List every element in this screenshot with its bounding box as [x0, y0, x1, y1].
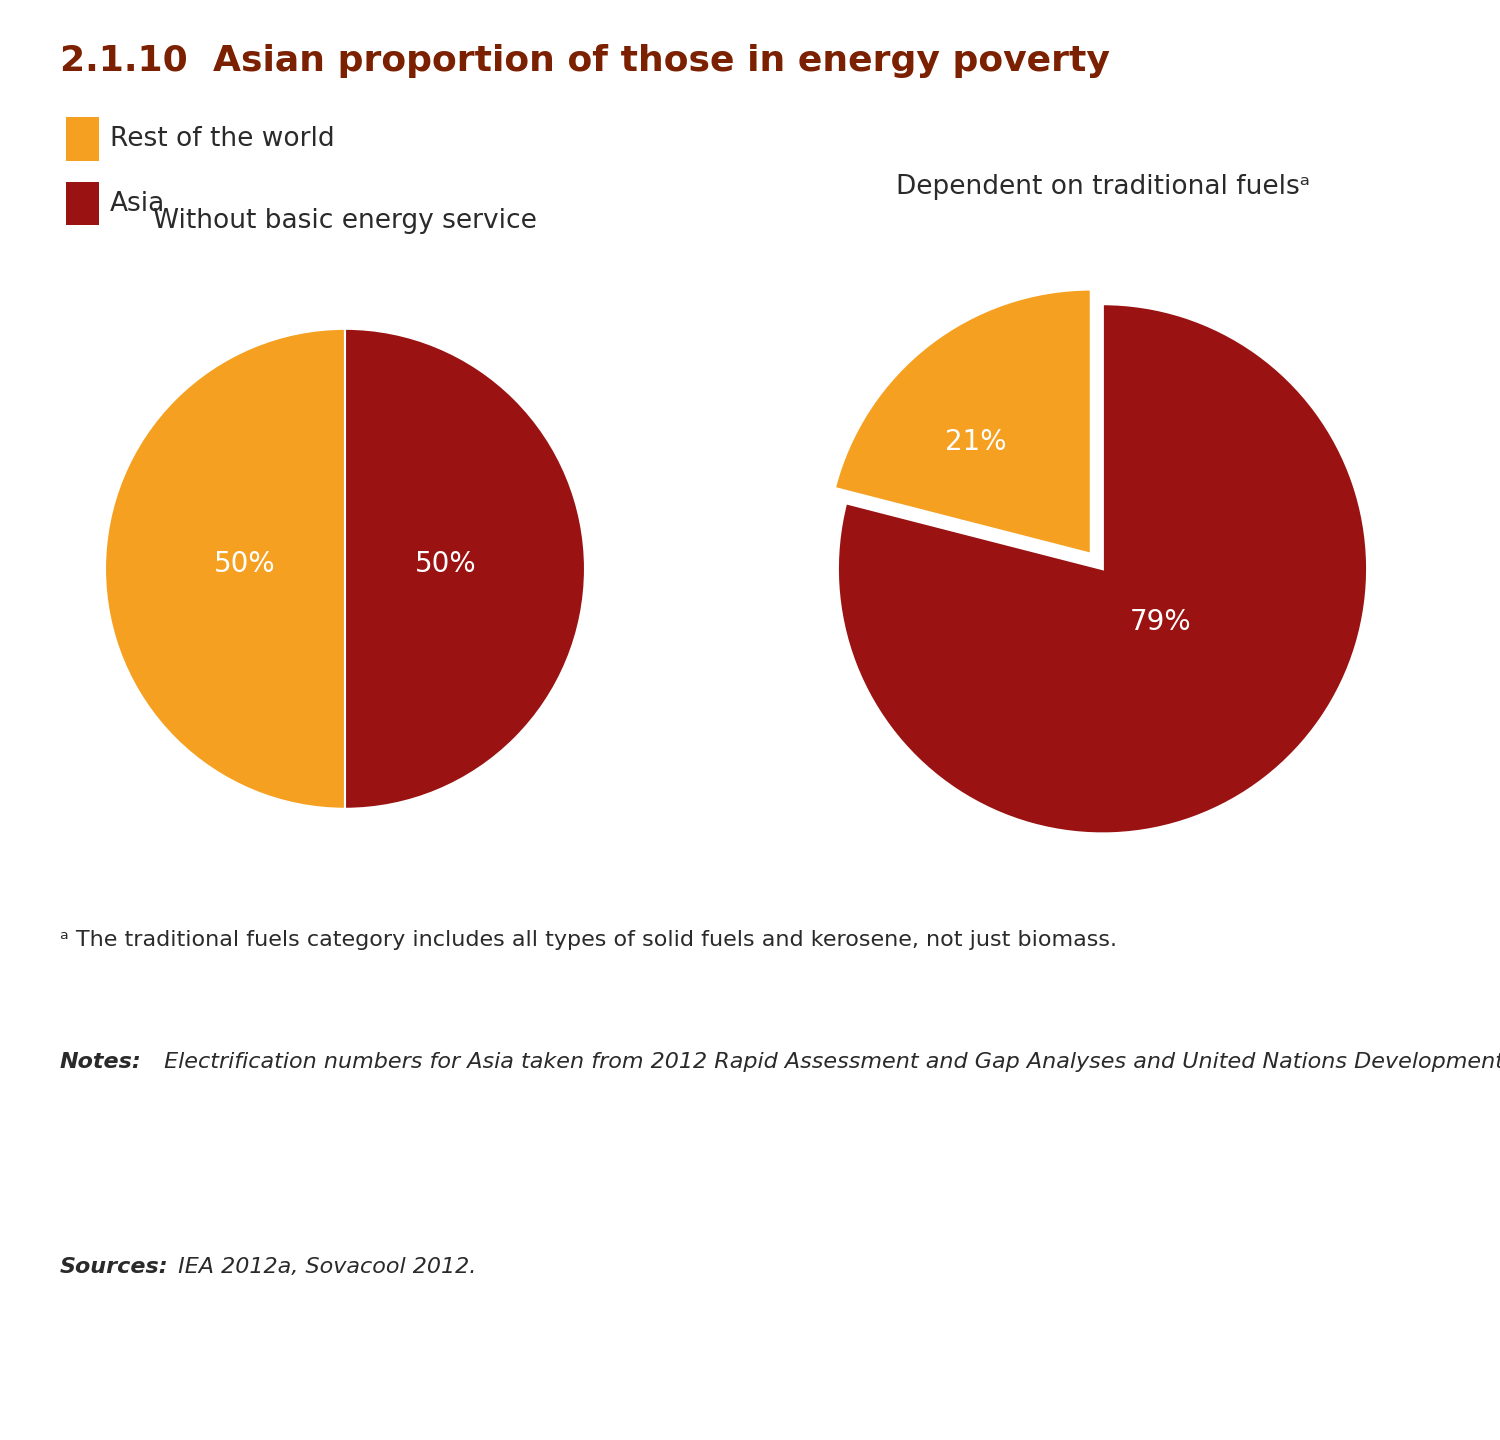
- Title: Without basic energy service: Without basic energy service: [153, 209, 537, 235]
- Bar: [66, 183, 99, 226]
- Wedge shape: [345, 328, 585, 809]
- Wedge shape: [837, 304, 1368, 834]
- Text: IEA 2012a, Sovacool 2012.: IEA 2012a, Sovacool 2012.: [171, 1257, 476, 1277]
- Text: 79%: 79%: [1130, 608, 1191, 636]
- Text: 50%: 50%: [213, 550, 274, 577]
- Text: Electrification numbers for Asia taken from 2012 Rapid Assessment and Gap Analys: Electrification numbers for Asia taken f…: [158, 1053, 1500, 1073]
- Bar: [66, 117, 99, 160]
- Title: Dependent on traditional fuelsᵃ: Dependent on traditional fuelsᵃ: [896, 174, 1310, 200]
- Text: Notes:: Notes:: [60, 1053, 141, 1073]
- Text: 50%: 50%: [416, 550, 477, 577]
- Text: 21%: 21%: [945, 428, 1006, 455]
- Text: ᵃ The traditional fuels category includes all types of solid fuels and kerosene,: ᵃ The traditional fuels category include…: [60, 930, 1118, 950]
- Text: Rest of the world: Rest of the world: [110, 125, 334, 153]
- Wedge shape: [105, 328, 345, 809]
- Text: Sources:: Sources:: [60, 1257, 168, 1277]
- Wedge shape: [834, 289, 1090, 554]
- Text: Asia: Asia: [110, 190, 165, 217]
- Text: 2.1.10  Asian proportion of those in energy poverty: 2.1.10 Asian proportion of those in ener…: [60, 45, 1110, 78]
